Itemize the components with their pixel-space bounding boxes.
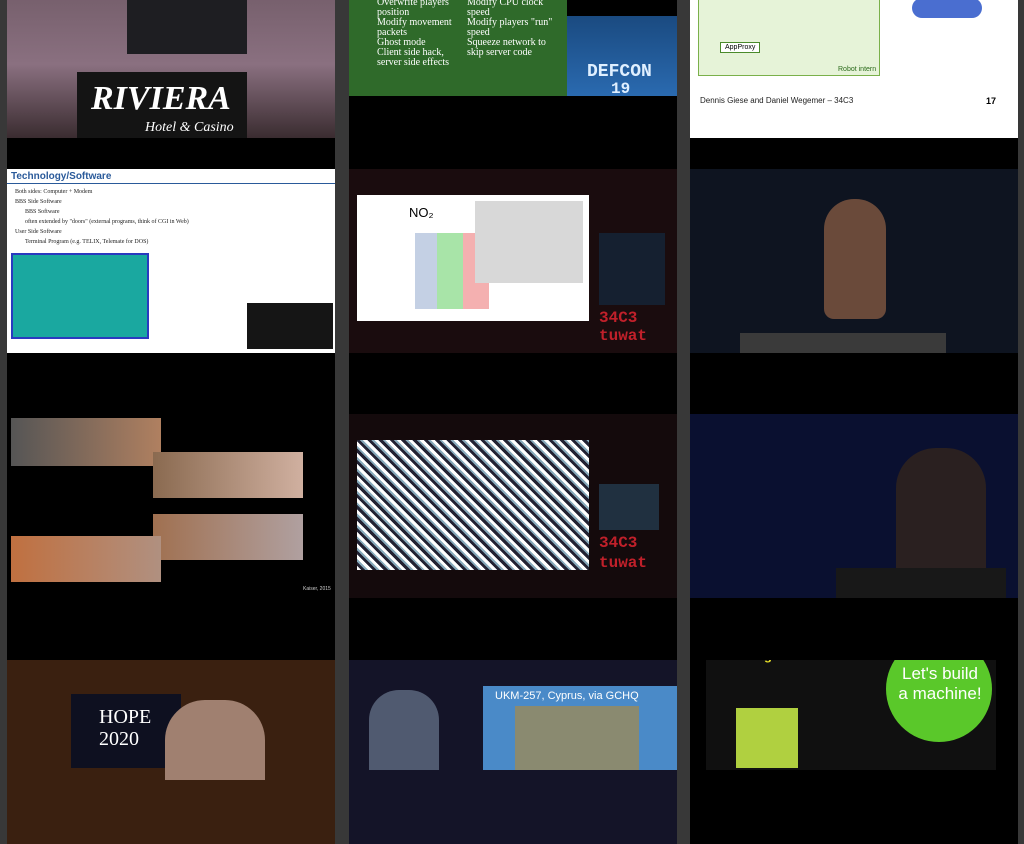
label: Ghost mode (377, 37, 426, 48)
speech-bubble (886, 660, 992, 742)
label: BBS Software (25, 209, 60, 215)
video-thumbnail[interactable]: Overwrite players position Modify moveme… (349, 0, 677, 138)
robot (736, 708, 798, 768)
label: AppProxy (720, 42, 761, 53)
label: DEFCON (587, 62, 652, 82)
label: Let's build a machine! (898, 664, 982, 703)
label: Overwrite players position (377, 0, 449, 18)
rule (7, 183, 335, 184)
image (153, 514, 303, 560)
video-thumbnail[interactable]: NO₂ 34C3 tuwat (349, 169, 677, 353)
label: Modify movement packets (377, 17, 452, 38)
inset-video (247, 303, 333, 349)
speaker (165, 700, 265, 780)
label: Robot intern (838, 66, 877, 73)
label: User Side Software (15, 229, 62, 235)
label: UKM-257, Cyprus, via GCHQ (495, 690, 639, 702)
label: Building the machine! (720, 660, 856, 663)
label: Squeeze network to skip server code (467, 37, 546, 58)
video-thumbnail[interactable]: RIVIERA Hotel & Casino (7, 0, 335, 138)
label: often extended by "doors" (external prog… (25, 219, 189, 225)
label: tuwat (599, 327, 648, 345)
label: 19 (611, 80, 631, 98)
photo (475, 201, 583, 283)
label: Dennis Giese and Daniel Wegemer – 34C3 (700, 96, 854, 105)
logo-box (567, 16, 677, 96)
cloud (912, 0, 982, 18)
video-thumbnail[interactable]: AppProxy Robot intern Dennis Giese and D… (690, 0, 1018, 138)
video-thumbnail[interactable] (690, 414, 1018, 598)
band (415, 233, 437, 309)
label: Modify CPU clock speed (467, 0, 544, 18)
image (11, 418, 161, 466)
screenshot (11, 253, 149, 339)
slide-text: Overwrite players position Modify moveme… (377, 0, 463, 68)
label: Both sides: Computer + Modem (15, 189, 93, 195)
video-thumbnail[interactable]: Kaiser, 2015 (7, 414, 335, 598)
label: RIVIERA (91, 80, 231, 117)
map (515, 706, 639, 770)
label: Client side hack, server side effects (377, 47, 450, 68)
video-thumbnail[interactable]: HOPE 2020 (7, 660, 335, 844)
banner (71, 694, 181, 768)
label: HOPE (99, 706, 152, 728)
label: Terminal Program (e.g. TELIX, Telemate f… (25, 239, 149, 245)
video-thumbnail[interactable]: Technology/Software Both sides: Computer… (7, 169, 335, 353)
label: Hotel & Casino (145, 120, 234, 135)
podium (836, 568, 1006, 598)
slide (349, 0, 567, 96)
podium (77, 72, 247, 138)
video-thumbnail[interactable]: 34C3 tuwat (349, 414, 677, 598)
slide-text: Both sides: Computer + Modem BBS Side So… (15, 187, 189, 247)
page: RIVIERA Hotel & Casino Overwrite players… (7, 0, 1018, 844)
video-thumbnail[interactable]: UKM-257, Cyprus, via GCHQ (349, 660, 677, 844)
podium (740, 333, 946, 353)
video-thumbnail[interactable] (690, 169, 1018, 353)
label: Technology/Software (11, 171, 112, 182)
label: BBS Side Software (15, 199, 62, 205)
speaker (369, 690, 439, 770)
diagram-box (698, 0, 880, 76)
label: 34C3 (599, 534, 638, 552)
speaker (824, 199, 886, 319)
video-thumbnail[interactable]: Building the machine! Let's build a mach… (690, 660, 1018, 844)
label: Kaiser, 2015 (303, 586, 331, 592)
image (153, 452, 303, 498)
inset-video (599, 484, 659, 530)
label: 2020 (99, 728, 139, 750)
inset-video (599, 233, 665, 305)
label: NO₂ (409, 205, 434, 220)
speaker (127, 0, 247, 54)
label: tuwat (599, 554, 648, 572)
label: 34C3 (599, 309, 638, 327)
band (437, 233, 463, 309)
label: 17 (986, 96, 997, 106)
slide-text: Modify CPU clock speed Modify players "r… (467, 0, 557, 58)
glitch-image (357, 440, 589, 570)
image (11, 536, 161, 582)
label: Modify players "run" speed (467, 17, 553, 38)
